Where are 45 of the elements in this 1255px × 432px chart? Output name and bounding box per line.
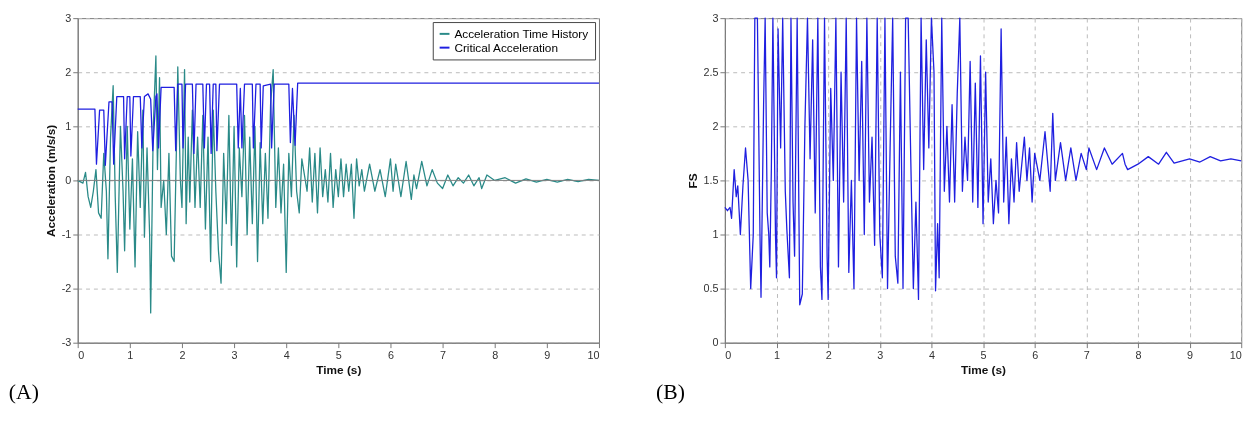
x-tick-label: 1	[773, 348, 781, 361]
x-tick-label: 9	[544, 348, 551, 361]
y-tick-label: 1.5	[703, 173, 719, 186]
text: (B)	[656, 379, 685, 404]
x-tick-label: 8	[492, 348, 499, 361]
y-tick-label: 2	[65, 65, 72, 78]
x-tick-label: 4	[283, 348, 290, 361]
x-tick-label: 6	[387, 348, 394, 361]
y-tick-label: 1	[65, 119, 72, 132]
x-tick-label: 7	[1083, 348, 1090, 361]
y-tick-label: 1	[712, 227, 719, 240]
y-tick-label: -2	[61, 282, 72, 295]
y-axis-title: Acceleration (m/s/s)	[43, 124, 58, 237]
text: (A)	[8, 379, 39, 404]
x-tick-label: 1	[127, 348, 134, 361]
x-tick-label: 2	[179, 348, 186, 361]
x-tick-label: 2	[825, 348, 832, 361]
x-tick-label: 10	[1229, 348, 1242, 361]
x-tick-label: 6	[1032, 348, 1039, 361]
x-tick-label: 0	[725, 348, 732, 361]
y-tick-label: -3	[61, 336, 72, 349]
y-tick-label: 0	[65, 173, 72, 186]
x-tick-label: 3	[877, 348, 884, 361]
y-tick-label: -1	[61, 227, 72, 240]
y-tick-label: 0.5	[703, 282, 719, 295]
x-axis-title: Time (s)	[961, 362, 1007, 377]
legend-label: Acceleration Time History	[454, 26, 589, 41]
x-tick-label: 5	[980, 348, 987, 361]
y-tick-label: 0	[712, 336, 719, 349]
x-tick-label: 3	[231, 348, 238, 361]
line-series	[77, 82, 600, 166]
y-axis-title: FS	[685, 173, 700, 189]
x-tick-label: 9	[1187, 348, 1194, 361]
y-tick-label: 3	[65, 11, 72, 24]
x-tick-label: 7	[440, 348, 447, 361]
y-tick-label: 2	[712, 119, 719, 132]
x-tick-label: 4	[928, 348, 935, 361]
x-tick-label: 10	[587, 348, 600, 361]
x-tick-label: 5	[335, 348, 342, 361]
legend-label: Critical Acceleration	[454, 40, 558, 55]
x-tick-label: 0	[78, 348, 85, 361]
y-tick-label: 3	[712, 11, 719, 24]
x-axis-title: Time (s)	[316, 362, 362, 377]
y-tick-label: 2.5	[703, 65, 719, 78]
x-tick-label: 8	[1135, 348, 1142, 361]
